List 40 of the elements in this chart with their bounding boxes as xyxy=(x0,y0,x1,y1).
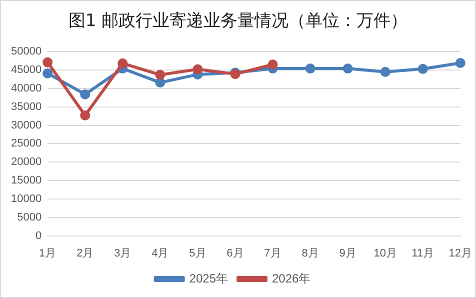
x-tick-label: 6月 xyxy=(226,247,244,260)
legend-label: 2026年 xyxy=(272,271,311,286)
x-tick-label: 11月 xyxy=(412,247,434,260)
point xyxy=(80,110,90,120)
point xyxy=(305,64,316,74)
y-tick-label: 0 xyxy=(35,230,42,242)
x-tick-label: 8月 xyxy=(302,247,319,260)
x-tick-label: 9月 xyxy=(339,247,356,260)
point xyxy=(418,64,428,74)
legend-label: 2025年 xyxy=(189,271,228,286)
x-tick-label: 3月 xyxy=(114,247,132,260)
x-tick-label: 1月 xyxy=(39,247,56,260)
x-tick-label: 4月 xyxy=(152,247,169,260)
y-tick-label: 15000 xyxy=(10,174,42,187)
point xyxy=(80,89,90,100)
y-tick-label: 20000 xyxy=(10,156,42,168)
point xyxy=(268,59,278,70)
x-tick-label: 12月 xyxy=(448,247,472,260)
point xyxy=(192,64,203,74)
y-tick-label: 45000 xyxy=(10,64,42,76)
y-tick-label: 25000 xyxy=(10,138,42,150)
point xyxy=(42,57,53,68)
y-tick-label: 30000 xyxy=(10,119,42,132)
x-tick-label: 5月 xyxy=(189,247,206,260)
point xyxy=(155,78,166,88)
y-tick-label: 5000 xyxy=(17,211,42,224)
point xyxy=(342,64,353,74)
point xyxy=(42,68,53,78)
x-tick-label: 7月 xyxy=(264,247,282,260)
chart-title: 图1 邮政行业寄递业务量情况（单位：万件） xyxy=(67,10,409,33)
point xyxy=(380,66,390,77)
point xyxy=(155,70,166,80)
x-tick-label: 2月 xyxy=(76,247,94,260)
x-tick-label: 10月 xyxy=(374,247,397,260)
y-tick-label: 10000 xyxy=(10,192,42,205)
point xyxy=(118,58,128,68)
y-tick-label: 35000 xyxy=(10,100,42,113)
point xyxy=(455,58,466,68)
y-tick-label: 50000 xyxy=(10,46,42,58)
y-tick-label: 40000 xyxy=(10,82,42,94)
